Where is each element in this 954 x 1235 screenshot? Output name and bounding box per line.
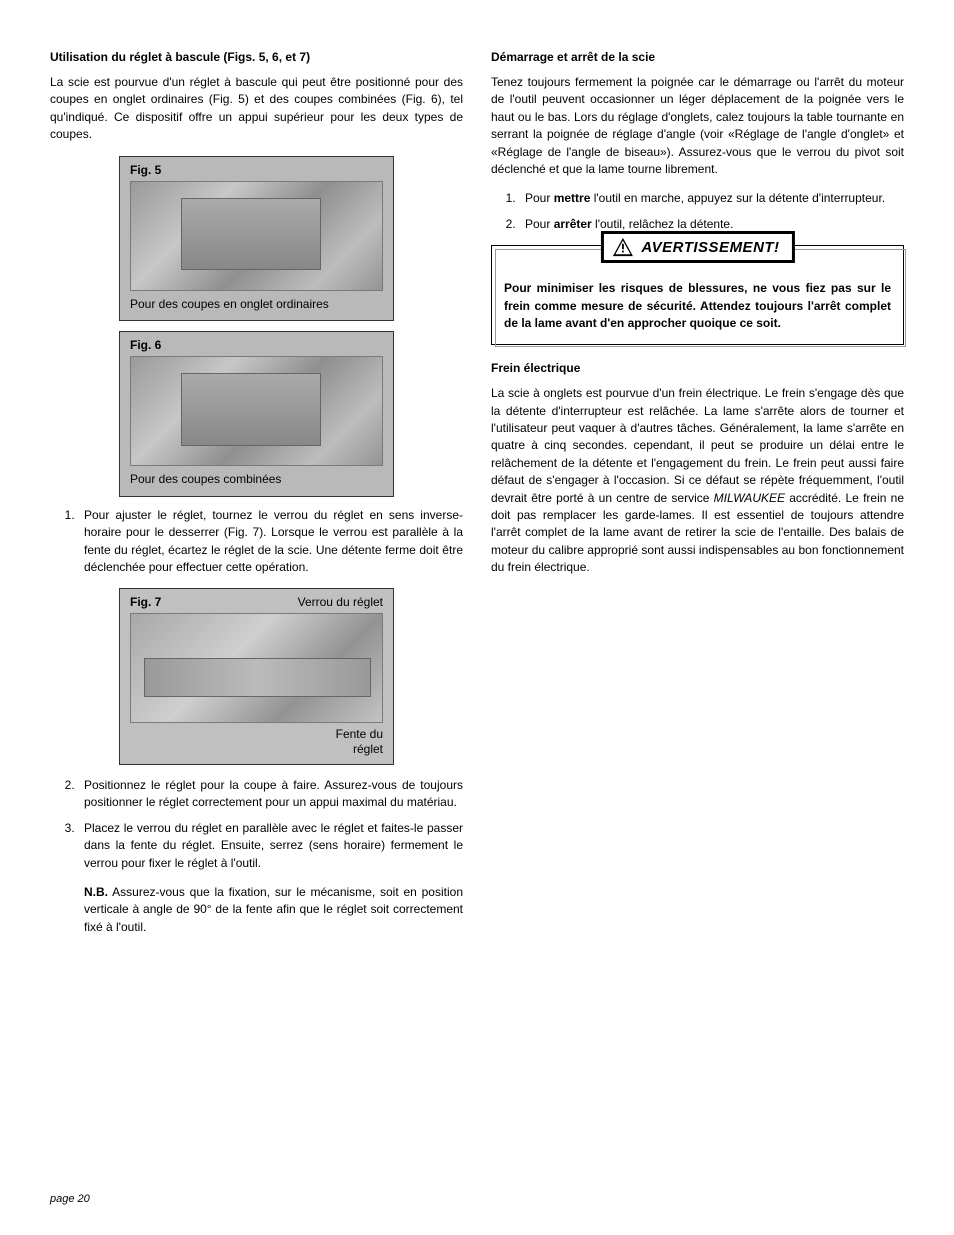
stop-bold: arrêter bbox=[554, 217, 592, 231]
figure-6-label: Fig. 6 bbox=[130, 338, 383, 352]
right-column: Démarrage et arrêt de la scie Tenez touj… bbox=[491, 50, 904, 948]
brand-milwaukee: MILWAUKEE bbox=[714, 491, 785, 505]
left-heading: Utilisation du réglet à bascule (Figs. 5… bbox=[50, 50, 463, 64]
right-para-1: Tenez toujours fermement la poignée car … bbox=[491, 74, 904, 178]
figure-6: Fig. 6 Pour des coupes combinées bbox=[119, 331, 394, 497]
figure-7-bottom-caption: Fente du réglet bbox=[130, 727, 383, 756]
start-pre: Pour bbox=[525, 191, 554, 205]
warning-header: AVERTISSEMENT! bbox=[600, 231, 794, 263]
nb-label: N.B. bbox=[84, 885, 108, 899]
left-steps-second: Positionnez le réglet pour la coupe à fa… bbox=[50, 777, 463, 872]
figure-5-label: Fig. 5 bbox=[130, 163, 383, 177]
figure-5-caption: Pour des coupes en onglet ordinaires bbox=[130, 297, 383, 313]
start-post: l'outil en marche, appuyez sur la détent… bbox=[590, 191, 885, 205]
warning-title: AVERTISSEMENT! bbox=[641, 239, 779, 256]
figure-7-label: Fig. 7 bbox=[130, 595, 161, 609]
figure-7-image bbox=[130, 613, 383, 723]
start-bold: mettre bbox=[554, 191, 591, 205]
step-1: Pour ajuster le réglet, tournez le verro… bbox=[78, 507, 463, 577]
para2-a: La scie à onglets est pourvue d'un frein… bbox=[491, 386, 904, 504]
left-steps-first: Pour ajuster le réglet, tournez le verro… bbox=[50, 507, 463, 577]
left-intro: La scie est pourvue d'un réglet à bascul… bbox=[50, 74, 463, 144]
figure-7-top-caption: Verrou du réglet bbox=[298, 595, 383, 609]
figure-6-image bbox=[130, 356, 383, 466]
two-column-layout: Utilisation du réglet à bascule (Figs. 5… bbox=[50, 50, 904, 948]
figure-6-caption: Pour des coupes combinées bbox=[130, 472, 383, 488]
stop-pre: Pour bbox=[525, 217, 554, 231]
warning-triangle-icon bbox=[611, 237, 633, 257]
figure-5-image bbox=[130, 181, 383, 291]
figure-5: Fig. 5 Pour des coupes en onglet ordinai… bbox=[119, 156, 394, 322]
figure-7-bottom-line2: réglet bbox=[353, 742, 383, 756]
nb-text: Assurez-vous que la fixation, sur le méc… bbox=[84, 885, 463, 934]
right-heading-2: Frein électrique bbox=[491, 361, 904, 375]
step-2: Positionnez le réglet pour la coupe à fa… bbox=[78, 777, 463, 812]
warning-body: Pour minimiser les risques de blessures,… bbox=[504, 280, 891, 332]
figure-7-header: Fig. 7 Verrou du réglet bbox=[130, 595, 383, 609]
nb-note: N.B. Assurez-vous que la fixation, sur l… bbox=[84, 884, 463, 936]
right-heading-1: Démarrage et arrêt de la scie bbox=[491, 50, 904, 64]
start-stop-list: Pour mettre l'outil en marche, appuyez s… bbox=[491, 190, 904, 233]
step-3: Placez le verrou du réglet en parallèle … bbox=[78, 820, 463, 872]
start-item: Pour mettre l'outil en marche, appuyez s… bbox=[519, 190, 904, 207]
stop-post: l'outil, relâchez la détente. bbox=[592, 217, 734, 231]
right-para-2: La scie à onglets est pourvue d'un frein… bbox=[491, 385, 904, 576]
left-column: Utilisation du réglet à bascule (Figs. 5… bbox=[50, 50, 463, 948]
page: Utilisation du réglet à bascule (Figs. 5… bbox=[0, 0, 954, 1235]
figure-7-bottom-line1: Fente du bbox=[336, 727, 383, 741]
warning-box: AVERTISSEMENT! Pour minimiser les risque… bbox=[491, 245, 904, 345]
figure-7: Fig. 7 Verrou du réglet Fente du réglet bbox=[119, 588, 394, 765]
page-footer: page 20 bbox=[50, 1153, 904, 1205]
